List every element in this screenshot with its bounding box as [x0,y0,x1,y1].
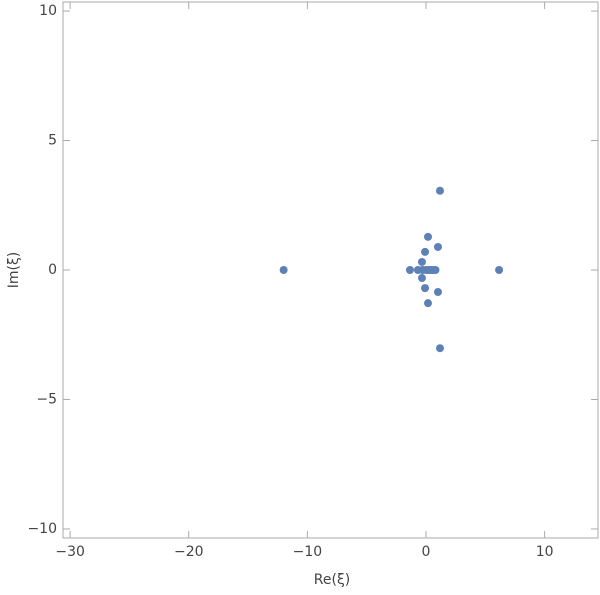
point [405,266,414,274]
point [495,266,504,274]
point [435,344,444,353]
y-tick-label: 0 [48,262,57,278]
point [417,274,426,283]
x-tick-label: 10 [536,544,554,560]
y-tick-label: −5 [36,391,57,407]
y-axis-label: Im(ξ) [6,252,22,289]
point [431,266,440,274]
x-tick-label: −20 [174,544,204,560]
plot-frame [62,1,599,539]
x-axis-label: Re(ξ) [314,572,350,588]
point [424,232,433,241]
x-tick-label: −10 [293,544,323,560]
point [424,299,433,308]
point [433,242,442,251]
y-tick-label: 5 [48,133,57,149]
point [421,247,430,256]
y-tick-label: 10 [39,3,57,19]
point [421,284,430,293]
x-tick-label: 0 [422,544,431,560]
x-tick-label: −30 [55,544,85,560]
y-tick-label: −10 [27,521,57,537]
point [417,257,426,266]
point [435,186,444,195]
point [279,266,288,274]
point [433,288,442,297]
